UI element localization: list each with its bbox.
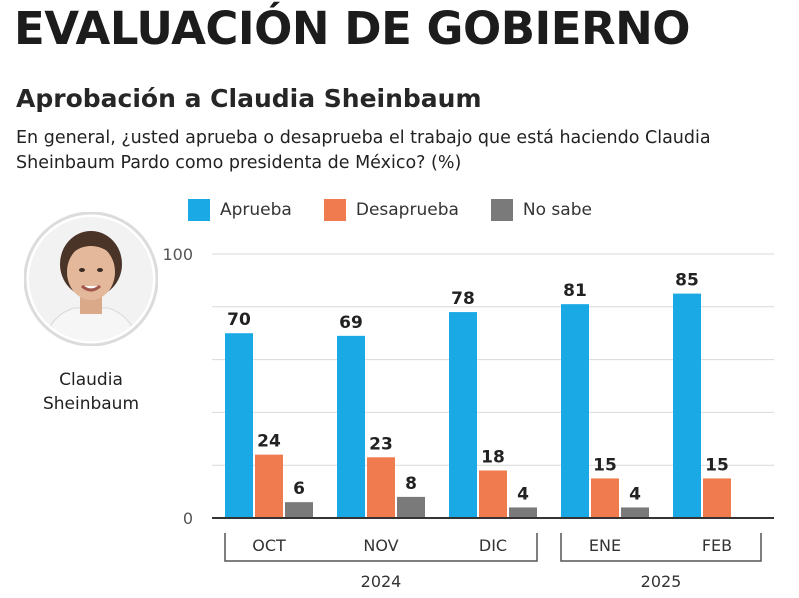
year-label: 2025: [641, 572, 682, 591]
headline: EVALUACIÓN DE GOBIERNO: [14, 2, 691, 55]
legend-swatch-desaprueba: [323, 199, 346, 221]
bar: [225, 333, 253, 518]
person-name-first: Claudia: [59, 370, 123, 390]
data-label: 85: [675, 271, 699, 291]
data-label: 8: [405, 474, 417, 494]
y-tick-label: 100: [162, 245, 193, 264]
bar: [255, 454, 283, 518]
chart-subtitle: En general, ¿usted aprueba o desaprueba …: [16, 128, 711, 173]
bar: [591, 478, 619, 518]
person-name: Claudia Sheinbaum: [20, 368, 162, 416]
data-label: 15: [593, 455, 617, 475]
year-label: 2024: [361, 572, 402, 591]
data-label: 81: [563, 281, 587, 301]
bar: [703, 478, 731, 518]
person-name-last: Sheinbaum: [42, 394, 140, 414]
x-tick-label: DIC: [479, 536, 507, 555]
legend-label-no-sabe: No sabe: [522, 200, 592, 220]
data-label: 70: [227, 310, 251, 330]
bar: [479, 470, 507, 518]
bar: [337, 335, 365, 518]
data-label: 69: [339, 313, 363, 333]
portrait-photo: [24, 212, 158, 346]
y-tick-label: 0: [183, 509, 193, 528]
bar: [621, 507, 649, 518]
chart-title: Aprobación a Claudia Sheinbaum: [16, 84, 482, 113]
data-label: 4: [629, 484, 641, 504]
bar: [449, 312, 477, 518]
data-label: 18: [481, 447, 505, 467]
legend-item-aprueba: Aprueba: [188, 199, 292, 221]
bar: [561, 304, 589, 518]
bar: [367, 457, 395, 518]
bar: [285, 502, 313, 518]
year-bracket: [560, 533, 762, 562]
bar: [397, 496, 425, 518]
x-tick-label: NOV: [363, 536, 398, 555]
data-label: 4: [517, 484, 529, 504]
data-label: 24: [257, 432, 281, 452]
x-tick-label: OCT: [252, 536, 286, 555]
bar: [673, 293, 701, 518]
legend-item-desaprueba: Desaprueba: [323, 199, 459, 221]
legend-swatch-no-sabe: [490, 199, 513, 221]
legend-label-desaprueba: Desaprueba: [355, 200, 459, 220]
legend: Aprueba Desaprueba No sabe: [188, 199, 624, 221]
data-label: 6: [293, 479, 305, 499]
data-label: 78: [451, 289, 475, 309]
legend-swatch-aprueba: [188, 199, 210, 221]
legend-item-no-sabe: No sabe: [490, 199, 592, 221]
year-bracket: [224, 533, 538, 562]
bar: [509, 507, 537, 518]
data-label: 15: [705, 455, 729, 475]
data-label: 23: [369, 434, 393, 454]
x-tick-label: ENE: [589, 536, 621, 555]
legend-label-aprueba: Aprueba: [220, 200, 292, 220]
x-tick-label: FEB: [702, 536, 732, 555]
